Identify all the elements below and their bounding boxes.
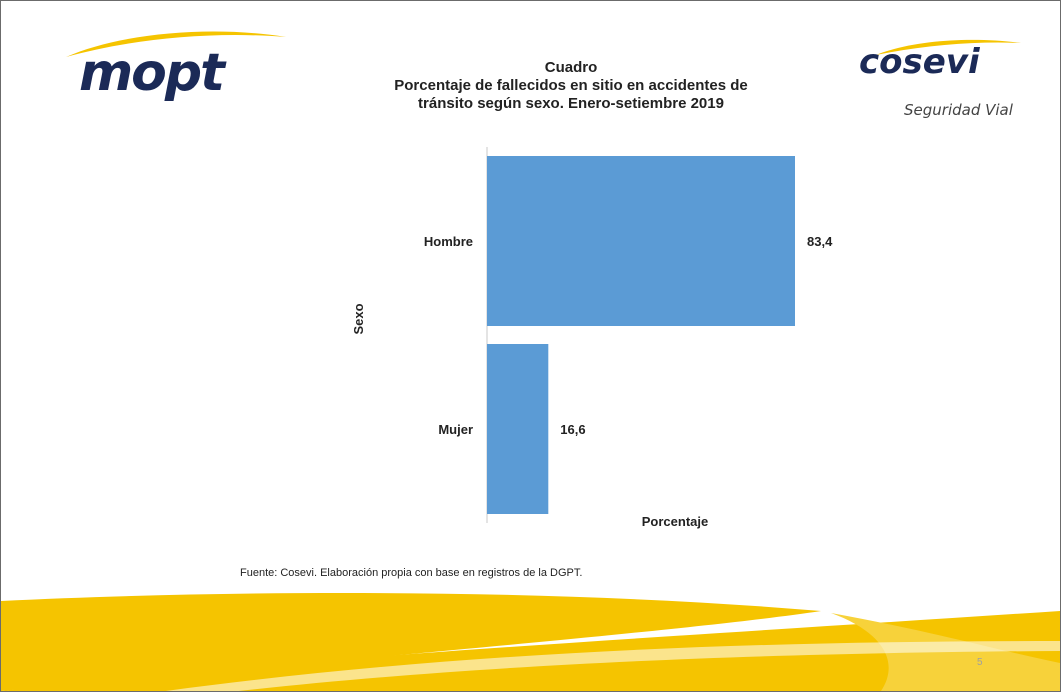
source-note: Fuente: Cosevi. Elaboración propia con b… (240, 567, 583, 579)
data-label-hombre: 83,4 (807, 234, 833, 249)
bar-hombre (487, 156, 795, 326)
cosevi-logo: cosevi (859, 42, 980, 82)
cosevi-swoosh-icon (876, 39, 1021, 55)
chart-title: Cuadro Porcentaje de fallecidos en sitio… (291, 59, 851, 113)
mopt-logo: mopt (79, 43, 225, 103)
category-label-hombre: Hombre (424, 234, 473, 249)
category-label-mujer: Mujer (438, 422, 473, 437)
title-line-2: Porcentaje de fallecidos en sitio en acc… (394, 77, 748, 94)
x-axis-title: Porcentaje (642, 514, 708, 529)
cosevi-tagline: Seguridad Vial (904, 101, 1013, 119)
title-line-1: Cuadro (544, 59, 598, 76)
bar-mujer (487, 344, 549, 514)
bar-chart: Hombre 83,4 Mujer 16,6 Sexo Porcentaje (351, 147, 833, 529)
data-label-mujer: 16,6 (560, 422, 585, 437)
y-axis-title: Sexo (351, 303, 366, 334)
page-number: 5 (977, 657, 983, 668)
mopt-swoosh-icon (66, 31, 286, 57)
title-line-3: tránsito según sexo. Enero-setiembre 201… (418, 95, 724, 112)
